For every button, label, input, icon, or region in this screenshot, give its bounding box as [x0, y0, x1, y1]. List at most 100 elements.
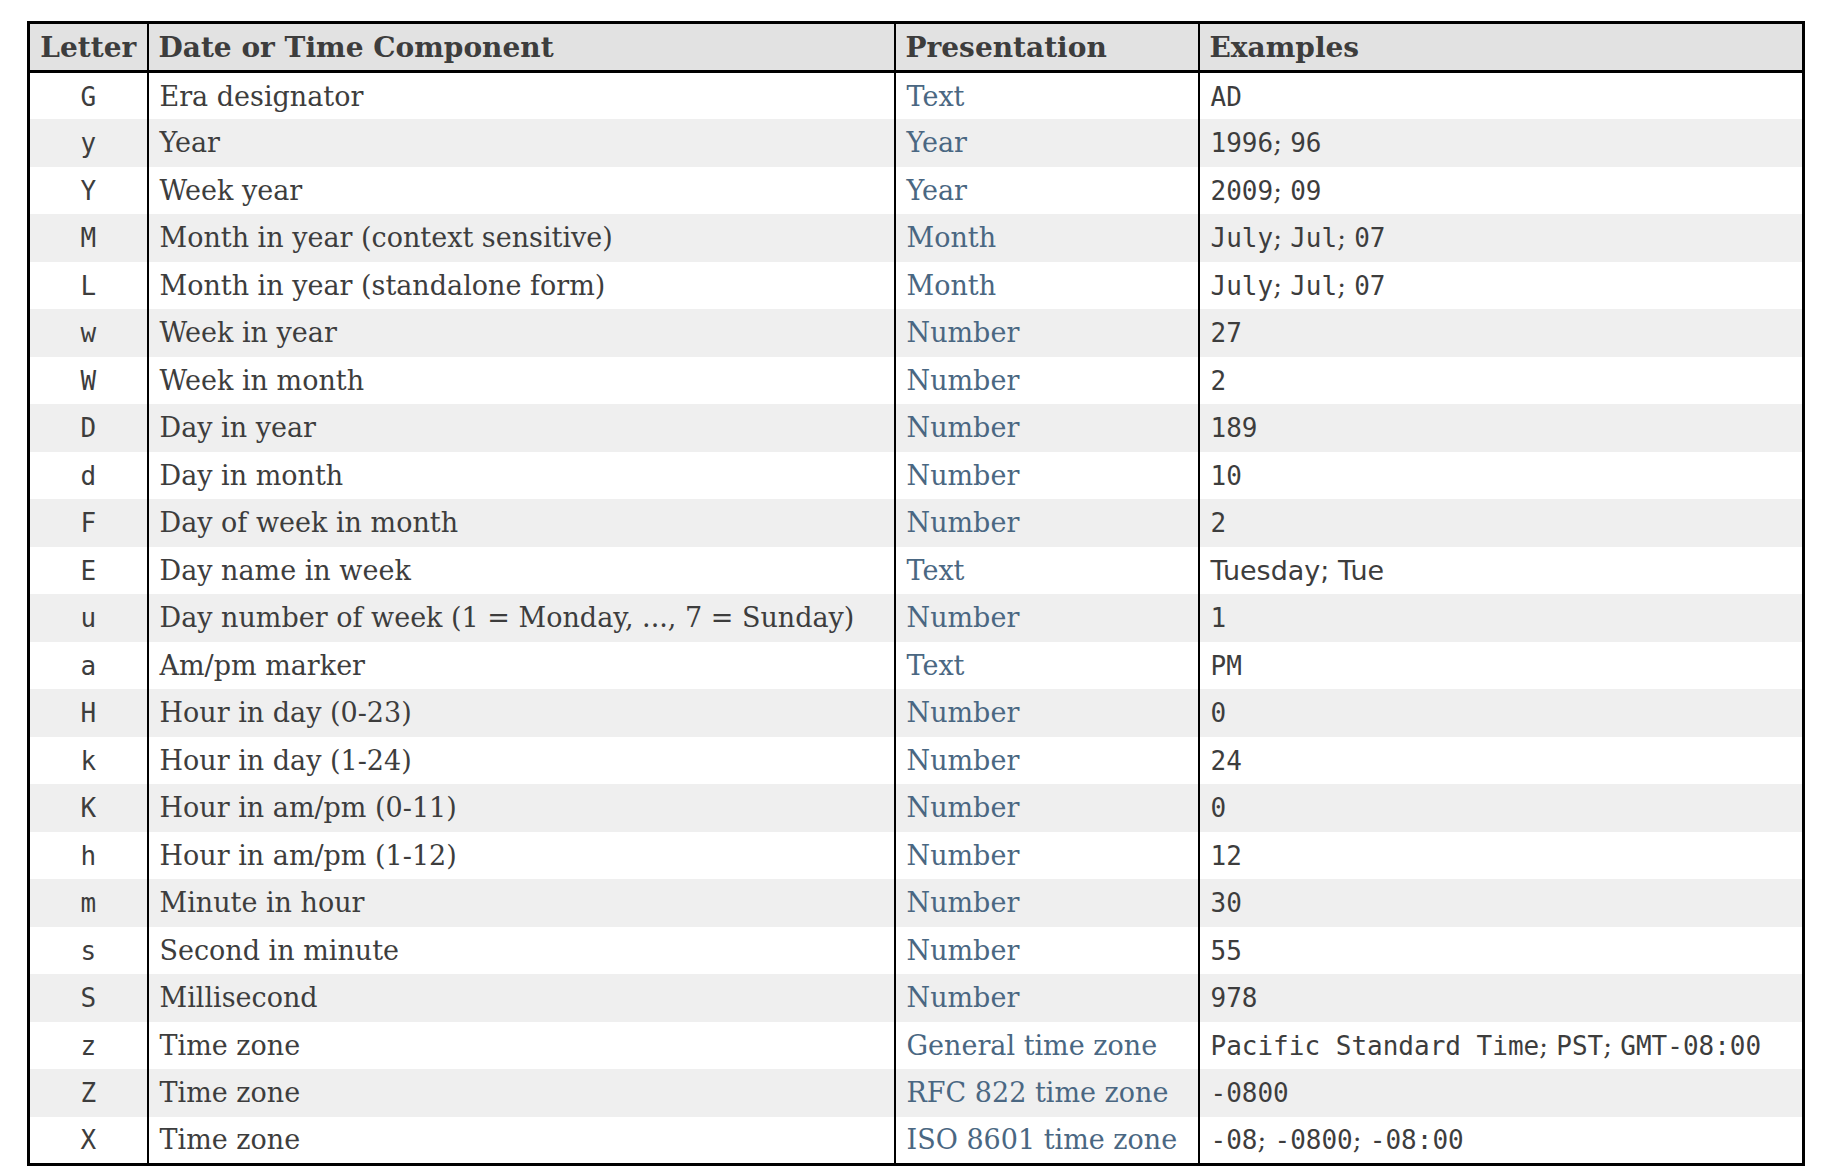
- pattern-letter-cell: y: [29, 119, 148, 167]
- example-segment: 2: [1211, 366, 1227, 396]
- pattern-letter: E: [80, 556, 96, 586]
- component-cell: Day in month: [148, 452, 895, 500]
- presentation-link[interactable]: Number: [907, 365, 1020, 396]
- presentation-link[interactable]: ISO 8601 time zone: [907, 1124, 1178, 1155]
- component-cell: Day in year: [148, 404, 895, 452]
- presentation-cell: Number: [895, 974, 1199, 1022]
- presentation-link[interactable]: Text: [907, 555, 965, 586]
- pattern-letter: w: [80, 318, 96, 348]
- table-body: G Era designator Text AD y Year Year 199…: [29, 72, 1804, 1165]
- examples-cell: July; Jul; 07: [1199, 214, 1804, 262]
- header-row: Letter Date or Time Component Presentati…: [29, 23, 1804, 72]
- component-cell: Day number of week (1 = Monday, ..., 7 =…: [148, 594, 895, 642]
- example-segment: 1: [1211, 603, 1227, 633]
- presentation-link[interactable]: Number: [907, 792, 1020, 823]
- pattern-letter-cell: k: [29, 737, 148, 785]
- examples-cell: -0800: [1199, 1069, 1804, 1117]
- example-segment: PM: [1211, 651, 1242, 681]
- presentation-cell: Number: [895, 404, 1199, 452]
- table-row: H Hour in day (0-23) Number 0: [29, 689, 1804, 737]
- examples-cell: Pacific Standard Time; PST; GMT-08:00: [1199, 1022, 1804, 1070]
- component-cell: Hour in am/pm (1-12): [148, 832, 895, 880]
- presentation-link[interactable]: Text: [907, 650, 965, 681]
- presentation-cell: Month: [895, 262, 1199, 310]
- presentation-link[interactable]: RFC 822 time zone: [907, 1077, 1169, 1108]
- pattern-letter-cell: H: [29, 689, 148, 737]
- example-segment: AD: [1211, 82, 1242, 112]
- presentation-link[interactable]: Number: [907, 935, 1020, 966]
- presentation-link[interactable]: Number: [907, 840, 1020, 871]
- presentation-cell: Text: [895, 642, 1199, 690]
- pattern-letter-cell: s: [29, 927, 148, 975]
- pattern-letter: M: [80, 223, 96, 253]
- component-cell: Day name in week: [148, 547, 895, 595]
- example-segment: 96: [1290, 128, 1321, 158]
- examples-cell: 978: [1199, 974, 1804, 1022]
- example-segment: -0800: [1211, 1078, 1289, 1108]
- table-row: M Month in year (context sensitive) Mont…: [29, 214, 1804, 262]
- example-segment: 2009: [1211, 176, 1274, 206]
- component-cell: Time zone: [148, 1069, 895, 1117]
- presentation-cell: ISO 8601 time zone: [895, 1117, 1199, 1165]
- presentation-link[interactable]: Number: [907, 982, 1020, 1013]
- presentation-link[interactable]: Number: [907, 697, 1020, 728]
- table-row: u Day number of week (1 = Monday, ..., 7…: [29, 594, 1804, 642]
- example-segment: Jul: [1290, 223, 1337, 253]
- presentation-cell: RFC 822 time zone: [895, 1069, 1199, 1117]
- examples-cell: AD: [1199, 72, 1804, 120]
- presentation-link[interactable]: Month: [907, 270, 997, 301]
- component-cell: Week in year: [148, 309, 895, 357]
- example-segment: -08:00: [1370, 1125, 1464, 1155]
- examples-cell: 0: [1199, 784, 1804, 832]
- pattern-letter: m: [80, 888, 96, 918]
- pattern-letter: G: [80, 82, 96, 112]
- presentation-link[interactable]: Year: [907, 127, 967, 158]
- pattern-letter-cell: Z: [29, 1069, 148, 1117]
- table-row: m Minute in hour Number 30: [29, 879, 1804, 927]
- presentation-link[interactable]: Text: [907, 81, 965, 112]
- table-row: L Month in year (standalone form) Month …: [29, 262, 1804, 310]
- example-segment: 07: [1354, 271, 1385, 301]
- component-cell: Year: [148, 119, 895, 167]
- component-cell: Week in month: [148, 357, 895, 405]
- pattern-letter-cell: F: [29, 499, 148, 547]
- pattern-letter: L: [80, 271, 96, 301]
- pattern-letter-cell: M: [29, 214, 148, 262]
- presentation-link[interactable]: General time zone: [907, 1030, 1158, 1061]
- presentation-cell: Year: [895, 167, 1199, 215]
- pattern-letter-cell: z: [29, 1022, 148, 1070]
- examples-cell: 2: [1199, 357, 1804, 405]
- component-cell: Era designator: [148, 72, 895, 120]
- example-segment: July: [1211, 223, 1274, 253]
- presentation-link[interactable]: Number: [907, 317, 1020, 348]
- pattern-letter: H: [80, 698, 96, 728]
- example-segment: 0: [1211, 793, 1227, 823]
- presentation-link[interactable]: Number: [907, 507, 1020, 538]
- presentation-link[interactable]: Number: [907, 887, 1020, 918]
- presentation-cell: Text: [895, 547, 1199, 595]
- presentation-link[interactable]: Number: [907, 460, 1020, 491]
- presentation-link[interactable]: Number: [907, 602, 1020, 633]
- table-row: w Week in year Number 27: [29, 309, 1804, 357]
- presentation-link[interactable]: Year: [907, 175, 967, 206]
- pattern-letter: D: [80, 413, 96, 443]
- table-row: S Millisecond Number 978: [29, 974, 1804, 1022]
- example-segment: 1996: [1211, 128, 1274, 158]
- table-row: W Week in month Number 2: [29, 357, 1804, 405]
- presentation-link[interactable]: Number: [907, 412, 1020, 443]
- table-row: a Am/pm marker Text PM: [29, 642, 1804, 690]
- example-segment: ;: [1257, 1125, 1274, 1155]
- pattern-letter: K: [80, 793, 96, 823]
- presentation-link[interactable]: Month: [907, 222, 997, 253]
- examples-cell: 27: [1199, 309, 1804, 357]
- presentation-cell: Number: [895, 927, 1199, 975]
- presentation-link[interactable]: Number: [907, 745, 1020, 776]
- pattern-letter-cell: D: [29, 404, 148, 452]
- example-segment: ;: [1273, 128, 1290, 158]
- example-segment: ;: [1539, 1031, 1556, 1061]
- example-segment: 09: [1290, 176, 1321, 206]
- pattern-letter-cell: S: [29, 974, 148, 1022]
- component-cell: Month in year (context sensitive): [148, 214, 895, 262]
- component-cell: Minute in hour: [148, 879, 895, 927]
- table-row: s Second in minute Number 55: [29, 927, 1804, 975]
